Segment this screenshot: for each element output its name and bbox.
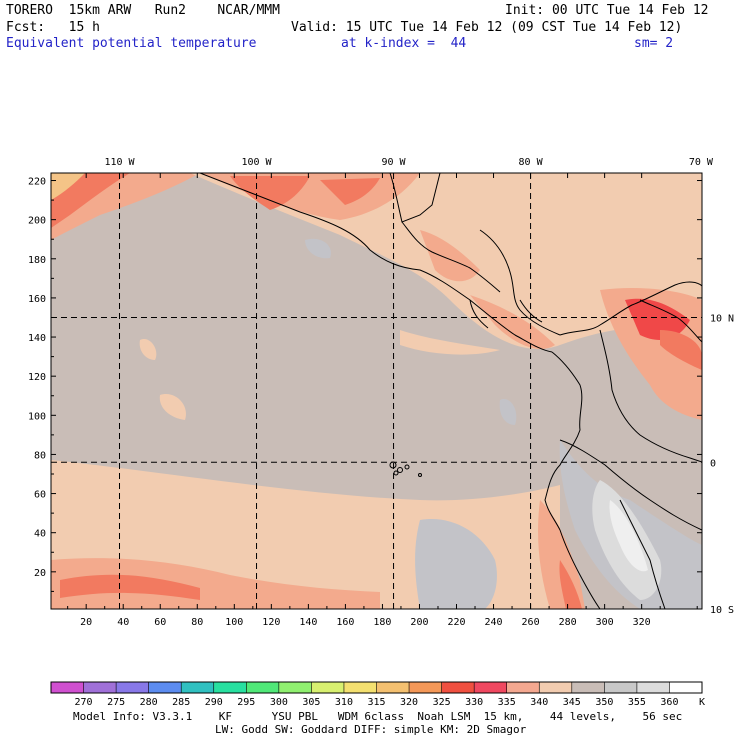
level-index: at k-index = 44	[341, 36, 467, 51]
theta-e-field	[51, 173, 702, 609]
x-tick-label: 200	[410, 617, 428, 628]
colorbar-label: 285	[172, 697, 190, 708]
colorbar-swatch	[506, 682, 540, 693]
longitude-label: 80 W	[519, 157, 544, 168]
colorbar-label: 340	[530, 697, 548, 708]
longitude-labels: 110 W 100 W 90 W 80 W 70 W	[104, 157, 713, 168]
x-tick-label: 320	[633, 617, 651, 628]
valid-time: Valid: 15 UTC Tue 14 Feb 12 (09 CST Tue …	[291, 20, 683, 35]
x-tick-label: 100	[225, 617, 243, 628]
y-tick-label: 80	[34, 450, 46, 461]
colorbar-swatch	[311, 682, 345, 693]
x-tick-label: 120	[262, 617, 280, 628]
colorbar-swatch	[116, 682, 150, 693]
colorbar-swatch	[669, 682, 703, 693]
colorbar-label: 295	[237, 697, 255, 708]
x-tick-label: 240	[485, 617, 503, 628]
model-title: TORERO 15km ARW Run2 NCAR/MMM	[6, 3, 280, 18]
init-time: Init: 00 UTC Tue 14 Feb 12	[505, 3, 709, 18]
x-tick-label: 40	[117, 617, 129, 628]
latitude-label: 10 N	[710, 313, 734, 324]
colorbar-swatch	[604, 682, 638, 693]
x-tick-label: 260	[522, 617, 540, 628]
x-tick-label: 280	[559, 617, 577, 628]
latitude-label: 0	[710, 458, 716, 469]
colorbar-label: 335	[498, 697, 516, 708]
longitude-label: 90 W	[381, 157, 406, 168]
y-tick-label: 120	[28, 372, 46, 383]
y-tick-label: 40	[34, 529, 46, 540]
x-tick-label: 60	[154, 617, 166, 628]
colorbar-swatch	[343, 682, 377, 693]
x-tick-label: 80	[191, 617, 203, 628]
plot-frame	[50, 172, 703, 610]
colorbar-label: 330	[465, 697, 483, 708]
colorbar-label: 290	[205, 697, 223, 708]
colorbar-swatch	[539, 682, 573, 693]
y-tick-label: 20	[34, 568, 46, 579]
y-tick-label: 140	[28, 333, 46, 344]
colorbar-label: 310	[335, 697, 353, 708]
smoothing: sm= 2	[634, 36, 674, 51]
colorbar-label: 300	[270, 697, 288, 708]
colorbar-swatch	[148, 682, 182, 693]
y-tick-label: 160	[28, 294, 46, 305]
field-name: Equivalent potential temperature	[6, 36, 257, 51]
y-tick-label: 220	[28, 177, 46, 188]
colorbar-label: 320	[400, 697, 418, 708]
colorbar-label: 345	[563, 697, 581, 708]
colorbar-label: 360	[660, 697, 678, 708]
x-tick-label: 160	[336, 617, 354, 628]
colorbar-label: 350	[595, 697, 613, 708]
colorbar-label: 315	[367, 697, 385, 708]
colorbar-swatch	[409, 682, 443, 693]
model-info: Model Info: V3.3.1 KF YSU PBL WDM 6class…	[73, 710, 683, 723]
colorbar-label: 270	[75, 697, 93, 708]
y-axis: 220 200 180 160 140 120 100 80 60 40 20	[28, 177, 702, 592]
longitude-label: 70 W	[689, 157, 714, 168]
x-axis: 20 40 60 80 100 120 140 160 180 200 220 240 260 280 30…	[67, 173, 698, 628]
y-tick-label: 60	[34, 490, 46, 501]
colorbar-label: 325	[433, 697, 451, 708]
colorbar-unit: K	[699, 697, 705, 708]
colorbar-swatch	[278, 682, 312, 693]
colorbar-swatch	[51, 682, 85, 693]
coastlines	[199, 173, 702, 609]
latitude-labels: 10 N 0 10 S	[710, 313, 734, 616]
x-tick-label: 20	[80, 617, 92, 628]
lat-lon-grid	[51, 173, 702, 609]
colorbar-swatch	[181, 682, 215, 693]
x-tick-label: 220	[447, 617, 465, 628]
longitude-label: 100 W	[241, 157, 272, 168]
y-tick-label: 200	[28, 216, 46, 227]
colorbar-swatch	[246, 682, 280, 693]
colorbar-swatch	[83, 682, 117, 693]
x-tick-label: 300	[596, 617, 614, 628]
x-tick-label: 180	[373, 617, 391, 628]
y-tick-label: 180	[28, 255, 46, 266]
physics-info: LW: Godd SW: Goddard DIFF: simple KM: 2D…	[215, 723, 527, 736]
latitude-label: 10 S	[710, 605, 734, 616]
colorbar-label: 355	[628, 697, 646, 708]
colorbar-swatch	[376, 682, 410, 693]
y-tick-label: 100	[28, 411, 46, 422]
colorbar-swatch	[474, 682, 508, 693]
colorbar-label: 280	[140, 697, 158, 708]
colorbar-swatch	[571, 682, 605, 693]
colorbar-swatch	[636, 682, 670, 693]
colorbar: 270 275 280 285 290 295 300 305 310 315 320 325 330 3…	[50, 681, 705, 708]
colorbar-label: 305	[302, 697, 320, 708]
colorbar-label: 275	[107, 697, 125, 708]
forecast-hour: Fcst: 15 h	[6, 20, 100, 35]
x-tick-label: 140	[299, 617, 317, 628]
colorbar-swatch	[213, 682, 247, 693]
longitude-label: 110 W	[104, 157, 135, 168]
colorbar-swatch	[441, 682, 475, 693]
